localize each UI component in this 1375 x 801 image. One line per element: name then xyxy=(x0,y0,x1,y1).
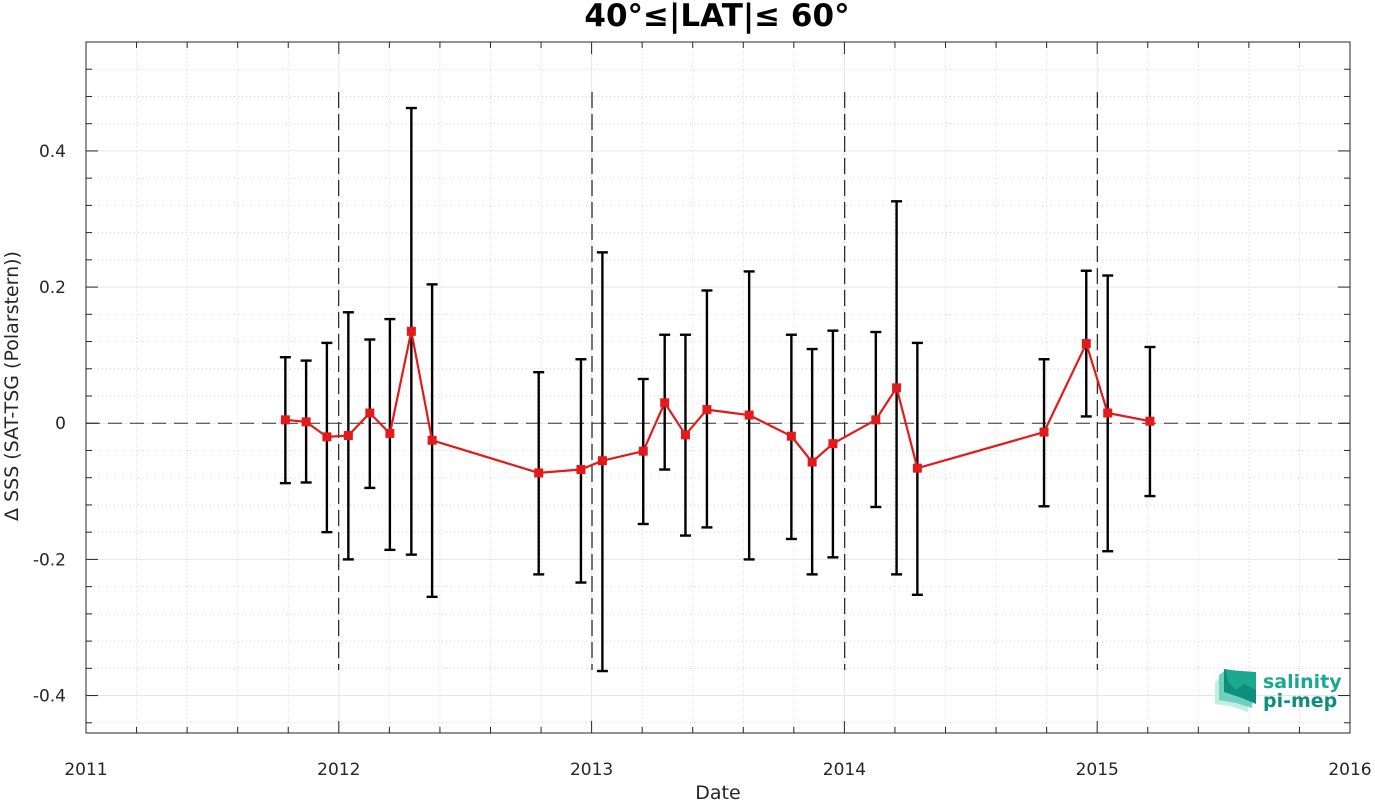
data-point-marker xyxy=(807,457,817,467)
data-point-marker xyxy=(406,326,416,336)
data-point-marker xyxy=(871,415,881,425)
y-tick-label: 0.4 xyxy=(39,142,66,162)
axes-box xyxy=(85,41,1351,734)
data-point-marker xyxy=(744,410,754,420)
error-bars xyxy=(279,106,1156,673)
x-tick-label: 2015 xyxy=(1076,760,1119,780)
data-point-marker xyxy=(280,415,290,425)
logo-text-salinity: salinity xyxy=(1263,671,1342,693)
y-tick-label: -0.2 xyxy=(33,550,66,570)
axes-frame xyxy=(85,41,1351,734)
x-tick-label: 2016 xyxy=(1328,760,1371,780)
data-point-marker xyxy=(427,435,437,445)
salinity-pi-mep-logo: salinity pi-mep xyxy=(1215,669,1342,712)
series-line xyxy=(285,330,1151,474)
data-point-marker xyxy=(912,463,922,473)
data-point-marker xyxy=(702,405,712,415)
x-tick-label: 2014 xyxy=(823,760,866,780)
data-point-marker xyxy=(1103,408,1113,418)
data-point-marker xyxy=(301,417,311,427)
data-point-marker xyxy=(534,468,544,478)
y-tick-label: 0 xyxy=(55,414,66,434)
data-point-marker xyxy=(343,430,353,440)
x-tick-labels: 2011 2012 2013 2014 2015 2016 xyxy=(64,760,1371,780)
data-point-marker xyxy=(828,439,838,449)
wave-logo-icon xyxy=(1215,669,1256,712)
data-point-marker xyxy=(786,431,796,441)
data-point-marker xyxy=(597,456,607,466)
y-tick-label: -0.4 xyxy=(33,687,66,707)
x-tick-label: 2011 xyxy=(64,760,107,780)
data-point-marker xyxy=(680,430,690,440)
axis-ticks xyxy=(85,42,1351,733)
data-point-marker xyxy=(1081,339,1091,349)
data-point-marker xyxy=(322,432,332,442)
y-tick-label: 0.2 xyxy=(39,278,66,298)
x-axis-label: Date xyxy=(695,782,740,801)
x-tick-label: 2013 xyxy=(570,760,613,780)
data-point-marker xyxy=(576,465,586,475)
data-point-marker xyxy=(385,428,395,438)
series-markers xyxy=(280,326,1155,478)
data-point-marker xyxy=(365,408,375,418)
chart-title: 40°≤|LAT|≤ 60° xyxy=(584,0,849,34)
major-grid xyxy=(85,42,1351,733)
y-tick-labels: 0.4 0.2 0 -0.2 -0.4 xyxy=(33,142,66,707)
data-point-marker xyxy=(892,383,902,393)
y-axis-label: Δ SSS (SAT-TSG (Polarstern)) xyxy=(1,251,23,521)
minor-grid xyxy=(86,42,1350,733)
year-boundary-lines xyxy=(338,92,1098,670)
data-point-marker xyxy=(638,446,648,456)
data-point-marker xyxy=(660,398,670,408)
data-point-marker xyxy=(1145,416,1155,426)
logo-text-pi-mep: pi-mep xyxy=(1263,690,1337,712)
data-point-marker xyxy=(1039,427,1049,437)
x-tick-label: 2012 xyxy=(317,760,360,780)
